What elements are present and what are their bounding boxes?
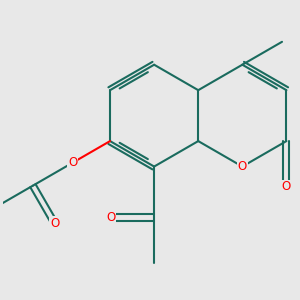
Text: O: O xyxy=(50,217,59,230)
Text: O: O xyxy=(106,211,116,224)
Text: O: O xyxy=(238,160,247,173)
Text: O: O xyxy=(68,156,77,169)
Text: O: O xyxy=(282,180,291,194)
